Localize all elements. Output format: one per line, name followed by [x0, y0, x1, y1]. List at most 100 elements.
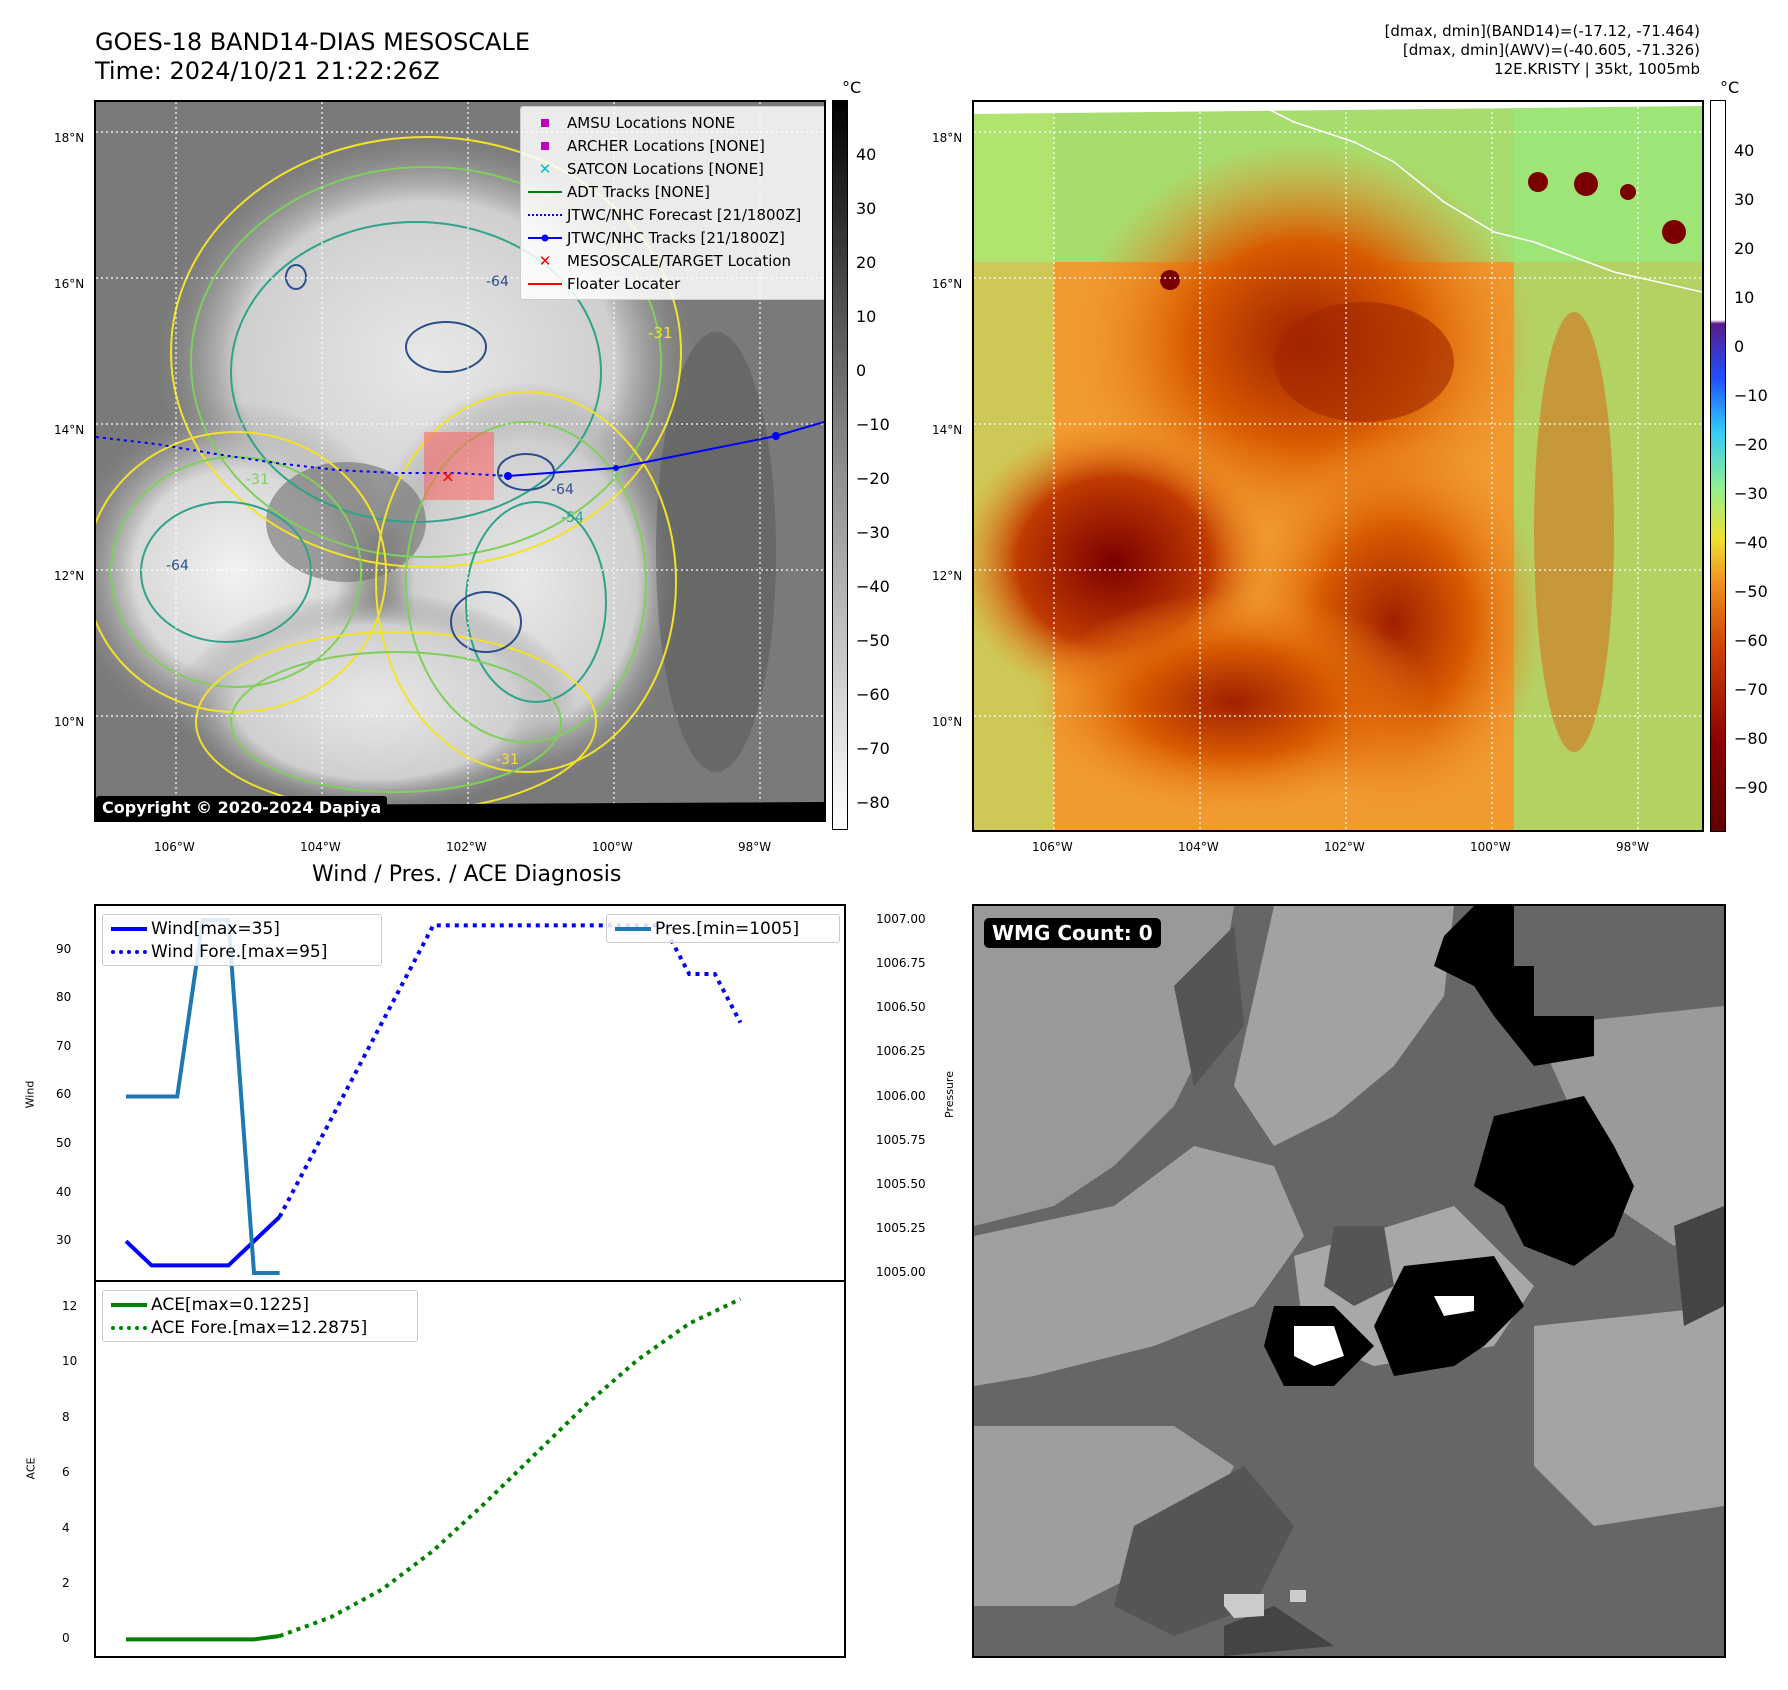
info-block: [dmax, dmin](BAND14)=(-17.12, -71.464) [… [1385, 22, 1700, 79]
colorbar-tick: 0 [856, 361, 867, 380]
solid-line-icon [107, 1302, 151, 1307]
contour-label: -64 [486, 274, 509, 290]
awv-map [972, 100, 1704, 832]
legend-item-floater: Floater Locater [523, 272, 823, 295]
info-awv-range: [dmax, dmin](AWV)=(-40.605, -71.326) [1402, 41, 1700, 59]
lat-label: 16°N [932, 277, 963, 291]
x-marker-icon: ✕ [538, 251, 552, 270]
colorbar-tick: −20 [856, 469, 890, 488]
band14-colorbar [832, 100, 848, 830]
colorbar-tick: −80 [856, 793, 890, 812]
wind-ytick: 80 [56, 990, 72, 1005]
lat-label: 12°N [54, 569, 85, 583]
ace-ytick: 2 [62, 1575, 70, 1590]
colorbar-tick: −40 [1734, 533, 1768, 552]
pressure-ytick: 1006.50 [876, 1000, 926, 1015]
lat-label: 10°N [932, 715, 963, 729]
colorbar-tick: −80 [1734, 729, 1768, 748]
pressure-ytick: 1005.75 [876, 1132, 926, 1147]
legend-item-forecast: JTWC/NHC Forecast [21/1800Z] [523, 203, 823, 226]
figure-title: GOES-18 BAND14-DIAS MESOSCALE [95, 28, 531, 56]
legend-item-amsu: AMSU Locations NONE [523, 111, 823, 134]
legend-item-wind-forecast: Wind Fore.[max=95] [107, 940, 377, 963]
lat-label: 14°N [54, 423, 85, 437]
copyright-badge: Copyright © 2020-2024 Dapiya [96, 796, 388, 819]
legend-item-wind: Wind[max=35] [107, 917, 377, 940]
square-marker-icon [523, 141, 567, 150]
wmg-image [974, 906, 1724, 1656]
wind-forecast-line [277, 923, 743, 1218]
figure-time: Time: 2024/10/21 21:22:26Z [95, 57, 440, 85]
lon-label: 100°W [592, 840, 633, 854]
line-dot-icon [523, 233, 567, 243]
pressure-ytick: 1006.00 [876, 1088, 926, 1103]
lat-label: 14°N [932, 423, 963, 437]
ace-plot: ACE[max=0.1225] ACE Fore.[max=12.2875] [94, 1280, 846, 1658]
pressure-ytick: 1006.25 [876, 1044, 926, 1059]
colorbar-tick: 10 [856, 307, 877, 326]
ace-svg [126, 1297, 742, 1642]
ace-line [126, 1634, 280, 1642]
wind-ytick: 30 [56, 1233, 72, 1248]
ace-ytick: 10 [62, 1354, 78, 1369]
colorbar-tick: 10 [1734, 288, 1755, 307]
wind-ytick: 70 [56, 1038, 72, 1053]
diagnosis-title: Wind / Pres. / ACE Diagnosis [312, 862, 622, 887]
band14-map: ✕ -64 -31 -64 -31 -64 -54 -31 AMSU Locat… [94, 100, 826, 822]
info-storm: 12E.KRISTY | 35kt, 1005mb [1494, 60, 1700, 78]
wmg-panel: WMG Count: 0 [972, 904, 1726, 1658]
ace-ytick: 6 [62, 1465, 70, 1480]
lon-label: 102°W [446, 840, 487, 854]
colorbar-tick: 30 [856, 199, 877, 218]
awv-map-image [974, 102, 1702, 830]
lat-label: 10°N [54, 715, 85, 729]
colorbar-tick: −30 [1734, 484, 1768, 503]
lon-label: 98°W [1616, 840, 1650, 854]
ace-ytick: 0 [62, 1631, 70, 1646]
wind-axis-label: Wind [23, 1080, 37, 1109]
x-marker-icon: ✕ [538, 159, 552, 178]
dotted-line-icon [107, 1325, 151, 1330]
colorbar-tick: 20 [1734, 239, 1755, 258]
line-marker-icon [523, 282, 567, 285]
contour-label: -64 [166, 558, 189, 574]
colorbar-tick: −40 [856, 577, 890, 596]
colorbar-tick: −10 [856, 415, 890, 434]
pressure-legend: Pres.[min=1005] [606, 914, 840, 943]
wind-ytick: 90 [56, 941, 72, 956]
ace-axis-label: ACE [24, 1457, 38, 1480]
dotted-line-icon [523, 213, 567, 216]
pressure-ytick: 1005.00 [876, 1264, 926, 1279]
legend-item-satcon: ✕ SATCON Locations [NONE] [523, 157, 823, 180]
colorbar-tick: 0 [1734, 337, 1745, 356]
pressure-ytick: 1007.00 [876, 912, 926, 927]
legend-item-tracks: JTWC/NHC Tracks [21/1800Z] [523, 226, 823, 249]
legend-item-adt: ADT Tracks [NONE] [523, 180, 823, 203]
pressure-ytick: 1005.25 [876, 1220, 926, 1235]
pressure-ytick: 1006.75 [876, 956, 926, 971]
solid-line-icon [107, 926, 151, 931]
pressure-line [126, 918, 280, 1275]
colorbar-tick: −70 [856, 739, 890, 758]
ace-legend: ACE[max=0.1225] ACE Fore.[max=12.2875] [102, 1290, 418, 1342]
target-box [424, 432, 494, 500]
pressure-ytick: 1005.50 [876, 1176, 926, 1191]
wind-ytick: 40 [56, 1184, 72, 1199]
colorbar-tick: −50 [856, 631, 890, 650]
colorbar-tick: −20 [1734, 435, 1768, 454]
colorbar-tick: 40 [1734, 141, 1755, 160]
colorbar-tick: −70 [1734, 680, 1768, 699]
lon-label: 98°W [738, 840, 772, 854]
contour-label: -54 [561, 510, 584, 526]
line-marker-icon [523, 190, 567, 193]
lat-label: 16°N [54, 277, 85, 291]
colorbar-tick: −30 [856, 523, 890, 542]
ace-ytick: 12 [62, 1298, 78, 1313]
wind-pressure-plot: Wind[max=35] Wind Fore.[max=95] Pres.[mi… [94, 904, 846, 1282]
dotted-line-icon [107, 949, 151, 954]
colorbar-tick: 20 [856, 253, 877, 272]
colorbar-unit: °C [842, 78, 862, 97]
lon-label: 104°W [300, 840, 341, 854]
lon-label: 102°W [1324, 840, 1365, 854]
square-marker-icon [523, 118, 567, 127]
